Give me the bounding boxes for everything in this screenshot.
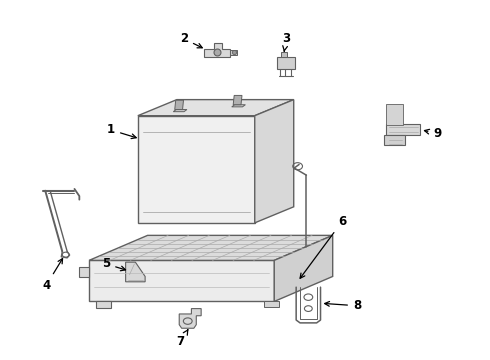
- Polygon shape: [265, 301, 279, 307]
- Polygon shape: [277, 57, 295, 69]
- Text: 1: 1: [107, 123, 136, 139]
- Polygon shape: [89, 260, 274, 301]
- Text: 9: 9: [424, 127, 441, 140]
- Polygon shape: [138, 100, 294, 116]
- Text: 2: 2: [180, 32, 202, 48]
- Polygon shape: [97, 301, 111, 308]
- Text: 7: 7: [176, 330, 188, 348]
- Polygon shape: [274, 235, 333, 301]
- Polygon shape: [386, 104, 403, 125]
- Polygon shape: [386, 124, 420, 135]
- Polygon shape: [233, 95, 242, 105]
- Polygon shape: [387, 105, 401, 124]
- Text: 4: 4: [42, 258, 63, 292]
- Polygon shape: [230, 50, 237, 55]
- Polygon shape: [175, 100, 184, 109]
- Text: 8: 8: [325, 299, 361, 312]
- Text: 6: 6: [300, 215, 346, 278]
- Polygon shape: [232, 105, 245, 107]
- Text: 5: 5: [102, 257, 125, 271]
- Polygon shape: [173, 109, 187, 112]
- Polygon shape: [281, 52, 288, 57]
- Polygon shape: [203, 43, 230, 57]
- Polygon shape: [89, 235, 333, 260]
- Polygon shape: [79, 266, 89, 277]
- Polygon shape: [384, 135, 405, 145]
- Text: 3: 3: [282, 32, 291, 51]
- Polygon shape: [125, 262, 145, 282]
- Polygon shape: [255, 100, 294, 223]
- Polygon shape: [138, 116, 255, 223]
- Polygon shape: [179, 309, 201, 328]
